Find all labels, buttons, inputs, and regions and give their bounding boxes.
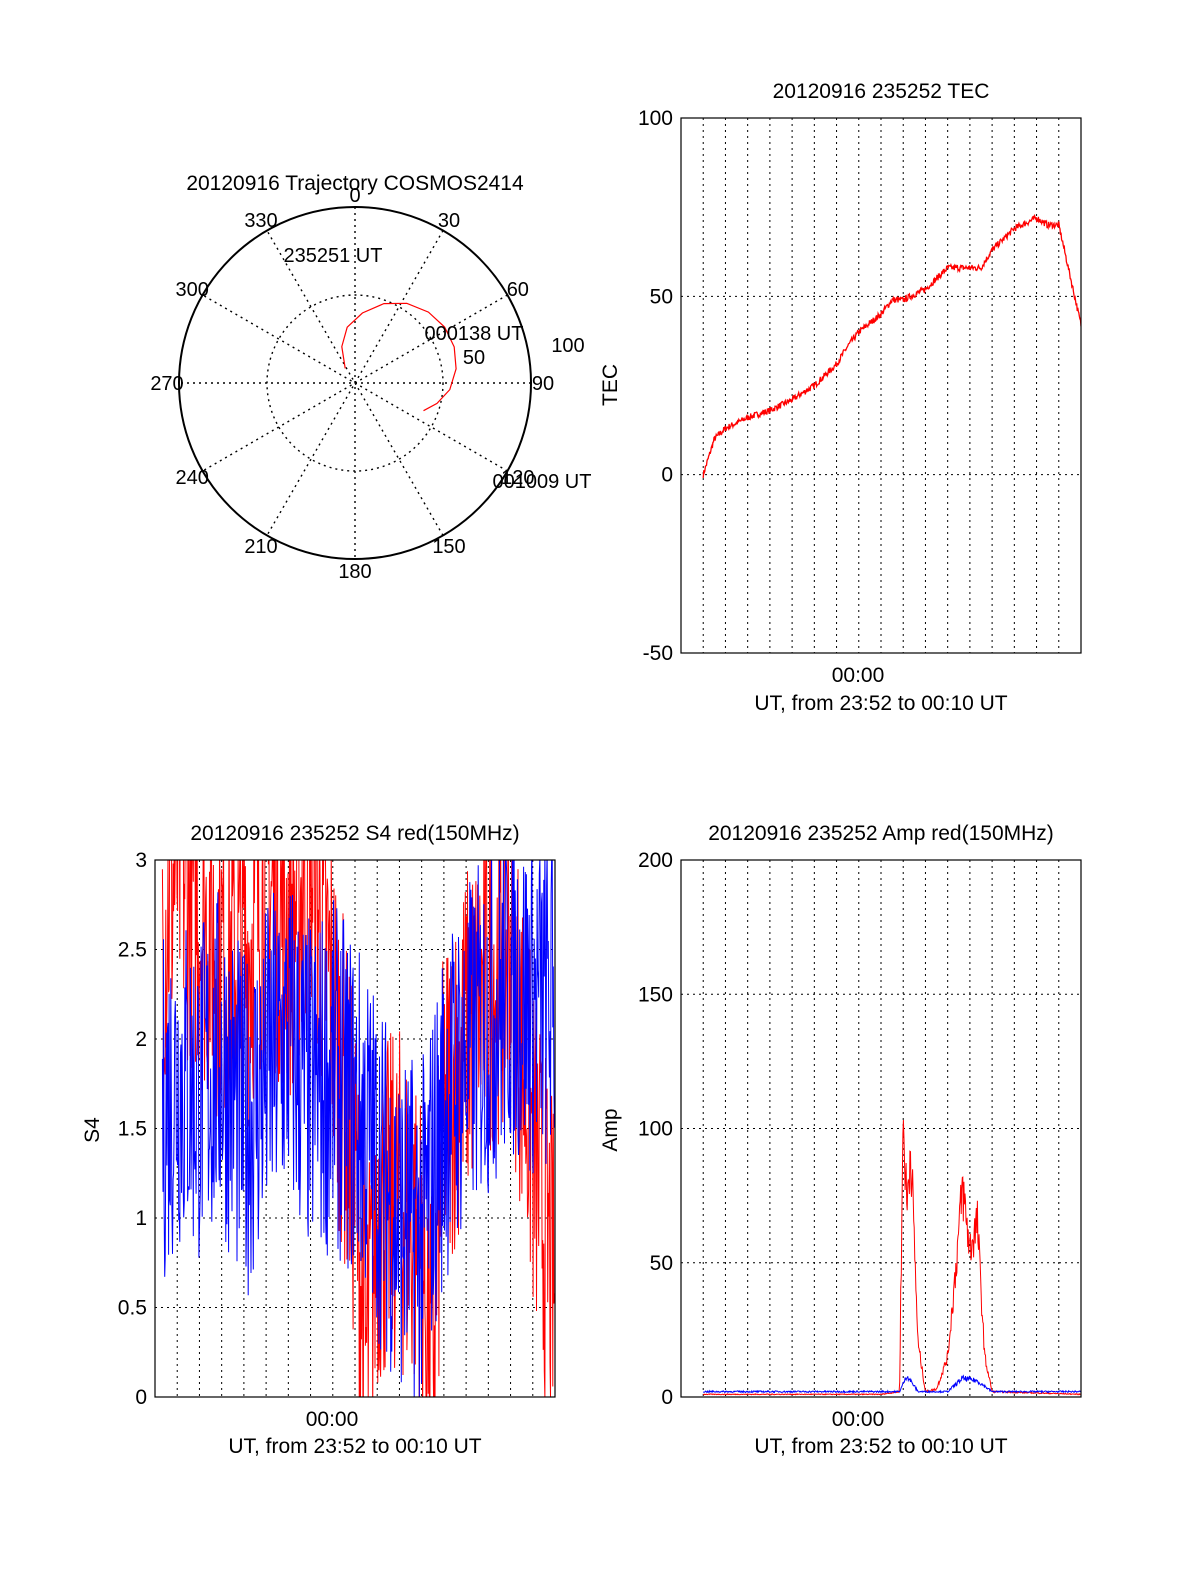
amp-title: 20120916 235252 Amp red(150MHz) <box>708 822 1054 845</box>
polar-angle-label: 330 <box>244 210 277 232</box>
polar-angle-label: 270 <box>150 373 183 395</box>
polar-angle-label: 150 <box>432 536 465 558</box>
amp-plot-frame <box>680 859 1082 1398</box>
y-tick-label: 3 <box>135 849 147 872</box>
amp-x-axis-label: UT, from 23:52 to 00:10 UT <box>754 1435 1007 1458</box>
y-tick-label: 200 <box>638 849 673 872</box>
tec-grid <box>681 118 1081 653</box>
red-series-line <box>702 1119 1081 1396</box>
polar-angle-label: 90 <box>532 373 554 395</box>
polar-angle-label: 240 <box>175 467 208 489</box>
blue-series-line <box>702 1374 1081 1394</box>
y-tick-label: 0 <box>135 1386 147 1409</box>
y-tick-label: 0 <box>661 464 673 487</box>
y-tick-label: 100 <box>638 107 673 130</box>
y-tick-label: 150 <box>638 983 673 1006</box>
red-series-line <box>702 213 1081 478</box>
polar-radius-label-100: 100 <box>551 335 584 357</box>
y-tick-label: 0 <box>661 1386 673 1409</box>
tec-series <box>702 213 1081 478</box>
s4-title: 20120916 235252 S4 red(150MHz) <box>190 822 519 845</box>
amp-panel: 20120916 235252 Amp red(150MHz) 0 50 100 15… <box>599 822 1082 1458</box>
trajectory-mid-label: 000138 UT <box>425 323 524 345</box>
polar-grid <box>179 207 531 559</box>
y-tick-label: 2.5 <box>118 939 147 962</box>
polar-angle-labels: 0 30 60 90 120 150 180 210 240 270 300 330 <box>150 185 554 583</box>
tec-plot-frame <box>680 117 1082 654</box>
amp-y-ticks: 0 50 100 150 200 <box>638 849 673 1409</box>
s4-y-ticks: 0 0.5 1 1.5 2 2.5 3 <box>118 849 147 1409</box>
polar-angle-label: 30 <box>438 210 460 232</box>
polar-grid-spoke <box>266 230 444 536</box>
polar-trajectory-panel: 20120916 Trajectory COSMOS2414 0 30 60 90 12… <box>150 172 591 583</box>
s4-panel: 20120916 235252 S4 red(150MHz) 0 0.5 1 1.5 2… <box>81 822 556 1458</box>
s4-x-axis-label: UT, from 23:52 to 00:10 UT <box>228 1435 481 1458</box>
blue-series-line <box>161 860 555 1397</box>
s4-x-tick-label: 00:00 <box>306 1408 359 1431</box>
y-tick-label: -50 <box>643 642 673 665</box>
polar-angle-label: 60 <box>507 279 529 301</box>
amp-y-axis-label: Amp <box>599 1108 622 1151</box>
trajectory-start-label: 235251 UT <box>284 245 383 267</box>
y-tick-label: 100 <box>638 1118 673 1141</box>
polar-title: 20120916 Trajectory COSMOS2414 <box>186 172 524 195</box>
y-tick-label: 1.5 <box>118 1118 147 1141</box>
y-tick-label: 1 <box>135 1207 147 1230</box>
polar-angle-label: 120 <box>501 467 534 489</box>
tec-x-tick-label: 00:00 <box>832 664 885 687</box>
polar-angle-label: 0 <box>349 185 360 207</box>
polar-angle-label: 180 <box>338 561 371 583</box>
tec-y-axis-label: TEC <box>599 364 622 406</box>
polar-outer-circle <box>178 206 532 560</box>
trajectory-end-label: 001009 UT <box>493 471 592 493</box>
y-tick-label: 50 <box>650 285 673 308</box>
amp-x-tick-label: 00:00 <box>832 1408 885 1431</box>
y-tick-label: 2 <box>135 1028 147 1051</box>
tec-x-axis-label: UT, from 23:52 to 00:10 UT <box>754 692 1007 715</box>
s4-y-axis-label: S4 <box>81 1117 104 1143</box>
y-tick-label: 50 <box>650 1252 673 1275</box>
amp-grid <box>681 860 1081 1397</box>
trajectory-line <box>341 302 457 412</box>
tec-title: 20120916 235252 TEC <box>773 80 990 103</box>
tec-y-ticks: -50 0 50 100 <box>638 107 673 665</box>
amp-series <box>702 1119 1081 1396</box>
tec-panel: 20120916 235252 TEC -50 0 50 100 00:00 UT, … <box>599 80 1082 715</box>
polar-angle-label: 210 <box>244 536 277 558</box>
polar-angle-label: 300 <box>175 279 208 301</box>
s4-plot-frame <box>154 859 556 1398</box>
polar-radius-label-50: 50 <box>463 347 485 369</box>
y-tick-label: 0.5 <box>118 1297 147 1320</box>
s4-series <box>161 860 555 1397</box>
